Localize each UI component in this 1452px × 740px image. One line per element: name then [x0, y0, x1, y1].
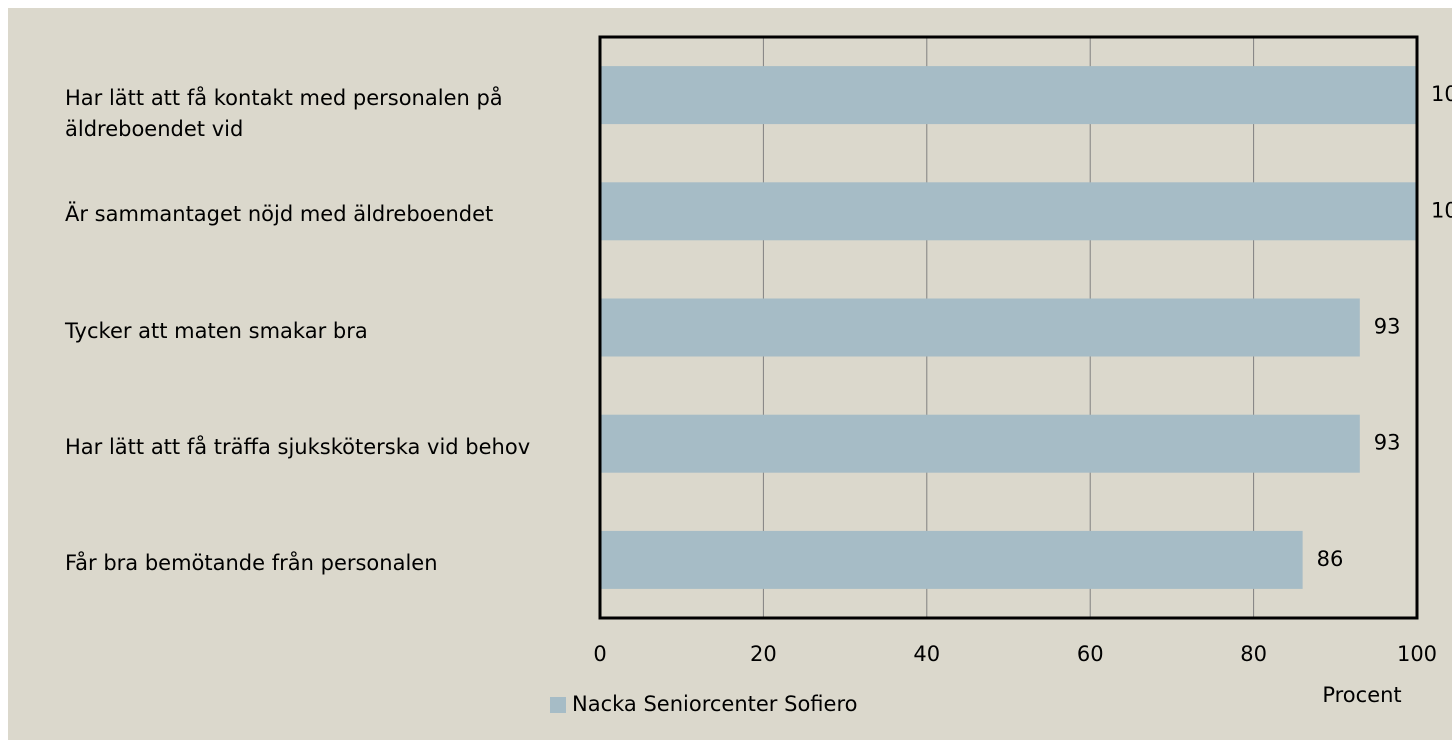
- value-label: 100: [1431, 198, 1452, 222]
- value-label: 86: [1317, 547, 1344, 571]
- y-tick-label: Har lätt att få kontakt med personalen p…: [65, 86, 503, 142]
- y-tick-label: Tycker att maten smakar bra: [65, 318, 368, 343]
- bar: [600, 298, 1360, 357]
- x-tick-label: 40: [913, 642, 940, 666]
- bar: [600, 530, 1303, 589]
- x-tick-label: 60: [1077, 642, 1104, 666]
- x-tick-label: 0: [593, 642, 606, 666]
- bar: [600, 414, 1360, 473]
- x-tick-label: 20: [750, 642, 777, 666]
- bar: [600, 66, 1417, 125]
- legend-label: Nacka Seniorcenter Sofiero: [572, 692, 857, 716]
- legend-swatch: [550, 697, 566, 713]
- y-tick-label: Får bra bemötande från personalen: [65, 550, 438, 575]
- value-label: 93: [1374, 431, 1401, 455]
- y-tick-label: Har lätt att få träffa sjuksköterska vid…: [65, 434, 531, 459]
- y-tick-label: Är sammantaget nöjd med äldreboendet: [65, 202, 494, 227]
- bar: [600, 182, 1417, 241]
- value-label: 93: [1374, 315, 1401, 339]
- value-label: 100: [1431, 82, 1452, 106]
- x-axis-label: Procent: [1322, 683, 1401, 707]
- x-tick-label: 80: [1240, 642, 1267, 666]
- plot-border: [598, 35, 1419, 620]
- x-tick-label: 100: [1397, 642, 1437, 666]
